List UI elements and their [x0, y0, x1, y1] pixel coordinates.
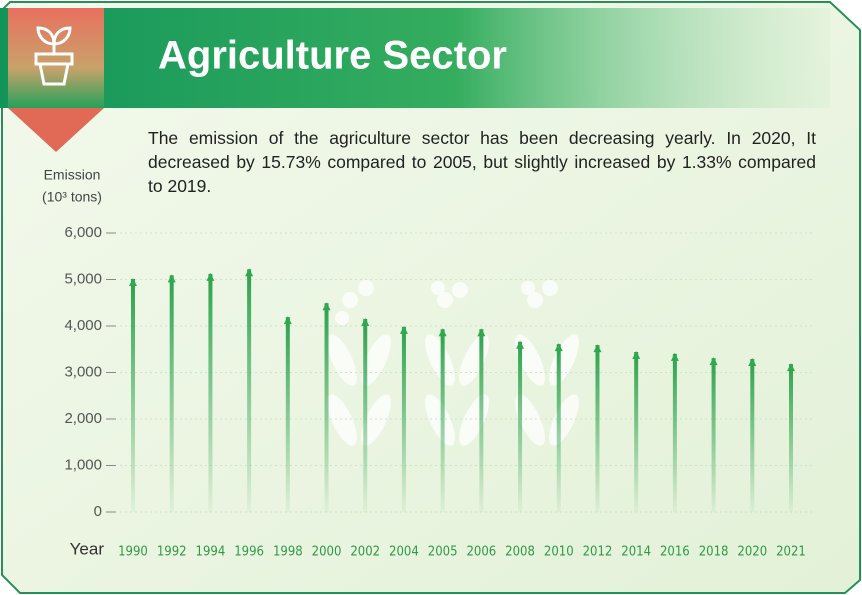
x-tick-label: 2018	[699, 545, 729, 560]
bar-cap	[245, 268, 254, 277]
y-axis-unit: (10³ tons)	[42, 189, 102, 205]
bar	[556, 344, 561, 512]
y-tick-label: 4,000	[64, 317, 102, 334]
bar	[363, 319, 368, 512]
y-tick-label: 0	[94, 503, 102, 520]
bar-cap	[748, 358, 757, 367]
x-tick-label: 2012	[583, 545, 613, 560]
x-tick-label: 1992	[157, 545, 187, 560]
bar	[440, 329, 445, 512]
bar	[711, 358, 716, 512]
bar	[595, 345, 600, 512]
plant-icon	[34, 26, 74, 86]
bar	[208, 273, 213, 512]
x-tick-label: 2002	[350, 545, 380, 560]
y-tick-label: 2,000	[64, 410, 102, 427]
bar-cap	[787, 363, 795, 372]
x-tick-label: 2005	[428, 545, 458, 560]
x-axis-label: Year	[70, 539, 105, 558]
bar-cap	[670, 352, 679, 361]
bar-cap	[361, 318, 370, 327]
bar-cap	[554, 343, 563, 352]
bar	[672, 353, 677, 512]
bar-cap	[438, 328, 447, 337]
header-band	[0, 8, 830, 108]
y-tick-label: 3,000	[64, 363, 102, 380]
icon-box	[8, 8, 104, 108]
bar-cap	[632, 351, 641, 360]
bar	[750, 359, 755, 512]
x-tick-label: 2004	[389, 545, 419, 560]
description: The emission of the agriculture sector h…	[148, 128, 816, 196]
bar-cap	[167, 274, 176, 283]
x-tick-label: 1998	[273, 545, 303, 560]
bar	[518, 341, 523, 512]
bar	[131, 279, 135, 512]
icon-pointer	[8, 108, 104, 152]
bar	[401, 326, 406, 512]
x-tick-label: 2020	[737, 545, 767, 560]
bar	[285, 317, 290, 512]
y-tick-label: 5,000	[64, 270, 102, 287]
x-tick-label: 2000	[312, 545, 342, 560]
chart-title: Agriculture Sector	[158, 34, 507, 78]
bar	[634, 352, 639, 512]
x-tick-label: 1994	[196, 545, 226, 560]
bar-cap	[399, 325, 408, 334]
bar	[789, 364, 793, 512]
bar	[324, 303, 329, 512]
bar-cap	[206, 272, 215, 281]
bar-cap	[709, 357, 718, 366]
bar	[247, 269, 252, 512]
x-tick-label: 2008	[505, 545, 535, 560]
x-tick-label: 2014	[621, 545, 651, 560]
bar-cap	[477, 328, 486, 337]
bar-cap	[283, 316, 292, 325]
bar-cap	[516, 340, 525, 349]
bar	[479, 329, 484, 512]
x-tick-label: 2021	[776, 545, 806, 560]
x-tick-label: 2010	[544, 545, 574, 560]
y-tick-label: 1,000	[64, 456, 102, 473]
y-axis-label: Emission	[44, 167, 101, 183]
bar-cap	[129, 278, 137, 287]
bar-cap	[322, 302, 331, 311]
wheat-decoration	[327, 280, 579, 446]
x-tick-label: 2006	[466, 545, 496, 560]
x-tick-label: 2016	[660, 545, 690, 560]
bar-cap	[593, 344, 602, 353]
bar	[169, 275, 174, 512]
x-tick-label: 1996	[234, 545, 264, 560]
x-tick-label: 1990	[118, 545, 148, 560]
y-tick-label: 6,000	[64, 224, 102, 241]
